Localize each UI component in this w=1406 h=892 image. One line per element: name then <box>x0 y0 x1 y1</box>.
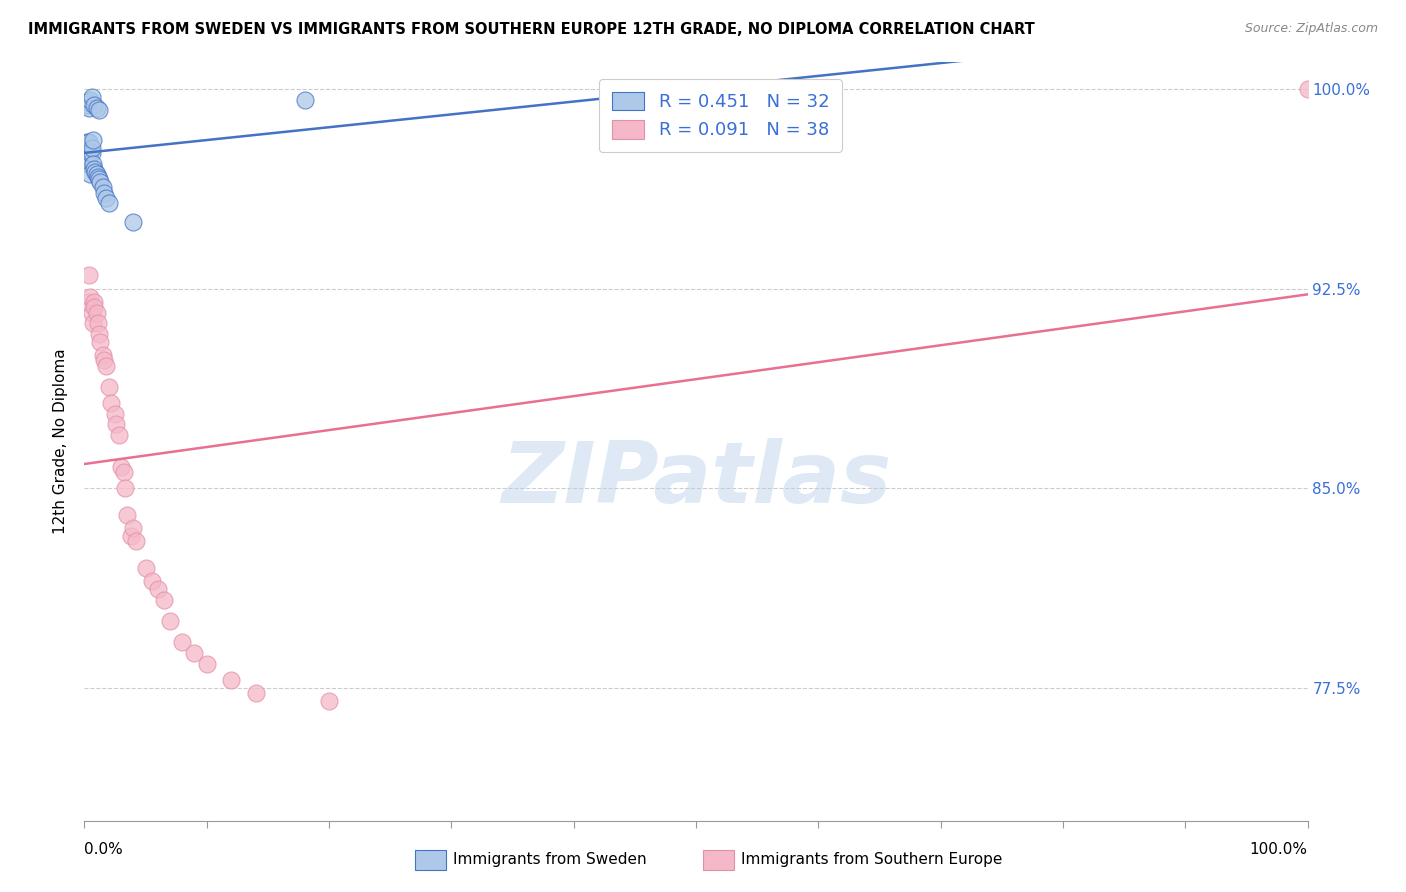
Point <box>77 101 100 115</box>
Point <box>195 657 218 671</box>
Point <box>82 316 104 330</box>
Point <box>97 380 120 394</box>
Point <box>77 135 100 149</box>
Point <box>87 326 110 341</box>
Point <box>1296 82 1319 96</box>
Point <box>120 529 142 543</box>
Point <box>77 148 100 162</box>
Point <box>83 294 105 309</box>
Point <box>87 103 110 118</box>
Point <box>83 98 105 112</box>
Point <box>86 101 108 115</box>
Legend: R = 0.451   N = 32, R = 0.091   N = 38: R = 0.451 N = 32, R = 0.091 N = 38 <box>599 79 842 152</box>
Point <box>183 646 205 660</box>
Point <box>105 417 128 432</box>
Point <box>80 140 103 154</box>
Point <box>153 592 176 607</box>
Point <box>112 465 135 479</box>
Point <box>91 348 114 362</box>
Point <box>135 561 157 575</box>
Point <box>83 161 105 176</box>
Point <box>87 169 110 184</box>
Point <box>84 164 107 178</box>
Point <box>318 694 340 708</box>
Point <box>93 186 115 200</box>
Point <box>294 93 316 107</box>
Text: Immigrants from Southern Europe: Immigrants from Southern Europe <box>741 853 1002 867</box>
Y-axis label: 12th Grade, No Diploma: 12th Grade, No Diploma <box>53 349 69 534</box>
Point <box>80 145 103 160</box>
Text: Source: ZipAtlas.com: Source: ZipAtlas.com <box>1244 22 1378 36</box>
Point <box>122 215 145 229</box>
Point <box>219 673 242 687</box>
Point <box>82 156 104 170</box>
Point <box>86 167 108 181</box>
Point <box>115 508 138 522</box>
Text: Immigrants from Sweden: Immigrants from Sweden <box>453 853 647 867</box>
Point <box>100 396 122 410</box>
Point <box>97 196 120 211</box>
Point <box>87 172 110 186</box>
Point <box>110 459 132 474</box>
Text: ZIPatlas: ZIPatlas <box>501 438 891 521</box>
Point <box>79 167 101 181</box>
Point <box>79 289 101 303</box>
Point <box>80 90 103 104</box>
Point <box>76 135 98 149</box>
Text: 100.0%: 100.0% <box>1250 842 1308 857</box>
Point <box>93 353 115 368</box>
Point <box>77 294 100 309</box>
Point <box>96 191 118 205</box>
Point <box>89 334 111 349</box>
Point <box>79 93 101 107</box>
Point <box>75 151 97 165</box>
Point <box>141 574 163 589</box>
Point <box>77 143 100 157</box>
Point <box>83 300 105 314</box>
Point <box>80 305 103 319</box>
Point <box>89 175 111 189</box>
Point <box>87 316 110 330</box>
Text: IMMIGRANTS FROM SWEDEN VS IMMIGRANTS FROM SOUTHERN EUROPE 12TH GRADE, NO DIPLOMA: IMMIGRANTS FROM SWEDEN VS IMMIGRANTS FRO… <box>28 22 1035 37</box>
Point <box>79 145 101 160</box>
Point <box>104 407 127 421</box>
Point <box>91 180 114 194</box>
Point <box>159 614 181 628</box>
Point <box>146 582 169 597</box>
Point <box>82 132 104 146</box>
Point <box>77 156 100 170</box>
Point <box>107 428 129 442</box>
Point <box>172 635 194 649</box>
Point <box>77 268 100 283</box>
Point <box>114 481 136 495</box>
Point <box>86 305 108 319</box>
Point <box>76 98 98 112</box>
Point <box>125 534 148 549</box>
Point <box>96 359 118 373</box>
Point <box>245 686 267 700</box>
Point <box>122 521 145 535</box>
Text: 0.0%: 0.0% <box>84 842 124 857</box>
Point <box>77 95 100 110</box>
